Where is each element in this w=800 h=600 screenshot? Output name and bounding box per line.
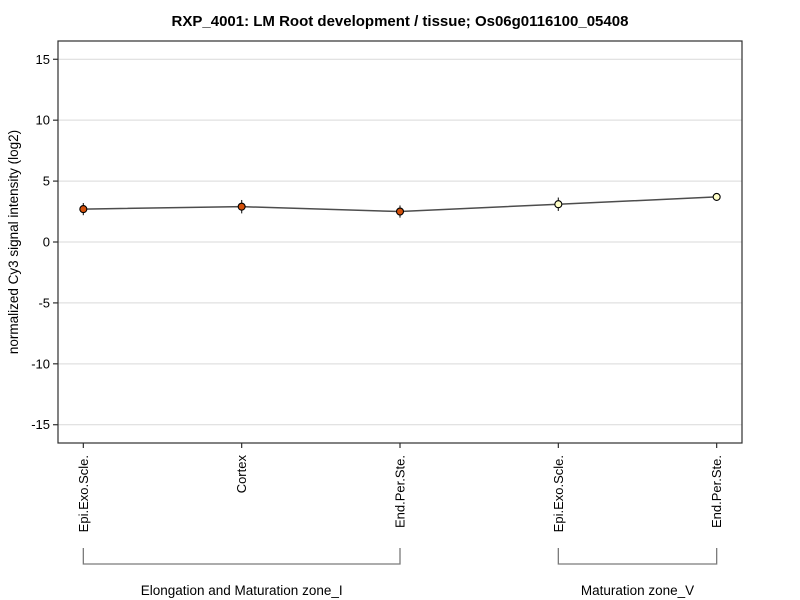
x-tick-label: End.Per.Ste. [709,455,724,528]
y-tick-label: 15 [36,52,50,67]
y-tick-label: 0 [43,235,50,250]
data-point [79,205,88,214]
group-label: Maturation zone_V [581,583,694,598]
y-tick-label: -5 [38,295,50,310]
data-point [395,207,405,216]
group-label: Elongation and Maturation zone_I [141,583,343,598]
y-tick-label: -15 [31,417,50,432]
data-point [712,192,721,201]
y-axis-label: normalized Cy3 signal intensity (log2) [6,130,21,354]
chart-plot-area: 15 10 5 0 -5 -10 -15 Epi.Exo.Scle. Cortex End.Per… [31,40,743,598]
x-tick-label: End.Per.Ste. [393,455,408,528]
y-tick-label: -10 [31,356,50,371]
group-bracket [82,548,401,565]
data-point [554,200,563,209]
group-bracket [557,548,718,565]
chart-title: RXP_4001: LM Root development / tissue; … [172,13,629,30]
x-tick-label: Epi.Exo.Scle. [76,455,91,532]
data-point [237,202,246,211]
y-tick-label: 10 [36,113,50,128]
x-tick-label: Epi.Exo.Scle. [551,455,566,532]
y-tick-label: 5 [43,174,50,189]
x-tick-label: Cortex [234,455,249,494]
